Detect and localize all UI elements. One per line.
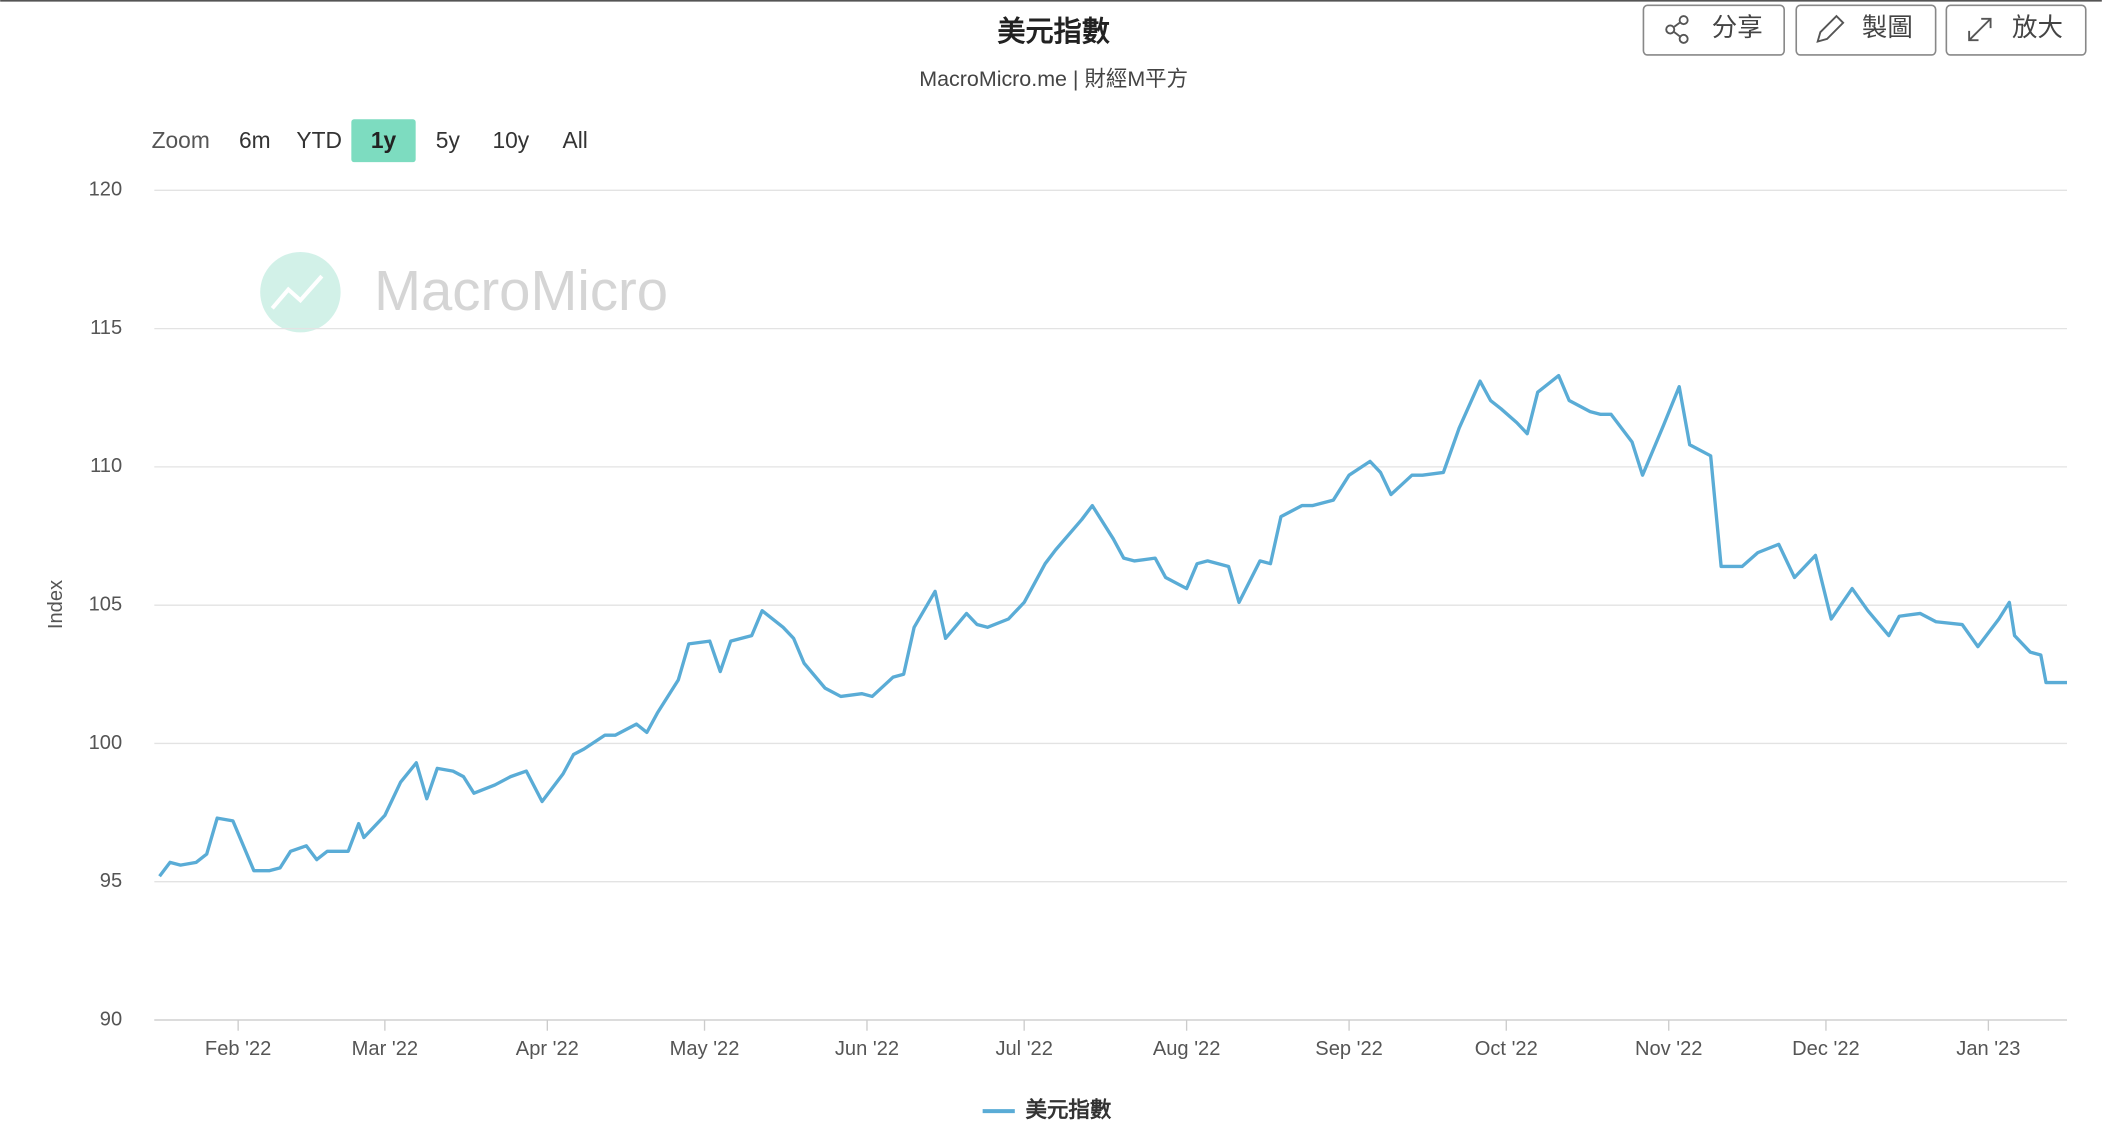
chart-subtitle: MacroMicro.me | 財經M平方 bbox=[919, 67, 1188, 91]
zoom-button[interactable]: 10y bbox=[492, 127, 529, 153]
x-tick-label: Apr '22 bbox=[516, 1038, 579, 1060]
x-tick-label: Jun '22 bbox=[835, 1038, 899, 1060]
y-tick-label: 95 bbox=[100, 870, 122, 892]
zoom-button[interactable]: 1y bbox=[351, 119, 416, 163]
zoom-option: YTD bbox=[296, 127, 342, 153]
zoom-button[interactable]: 5y bbox=[436, 127, 461, 153]
button-frame bbox=[1795, 4, 1937, 56]
x-tick-label: May '22 bbox=[670, 1038, 740, 1060]
y-tick-label: 120 bbox=[89, 179, 123, 201]
y-tick-label: 105 bbox=[89, 593, 123, 615]
y-tick-label: 110 bbox=[90, 455, 122, 477]
zoom-option: All bbox=[563, 127, 588, 153]
chart-builder-button[interactable]: 製圖 bbox=[1795, 4, 1937, 56]
expand-button[interactable]: 放大 bbox=[1945, 4, 2087, 56]
x-tick-label: Mar '22 bbox=[352, 1038, 418, 1060]
zoom-bar: Zoom 6m YTD 1y 5y 10y All bbox=[152, 119, 588, 163]
x-tick-label: Jan '23 bbox=[1956, 1038, 2020, 1060]
zoom-button[interactable]: YTD bbox=[296, 127, 342, 153]
y-tick-label: 90 bbox=[100, 1008, 122, 1030]
watermark-logo bbox=[260, 251, 341, 333]
zoom-option: 5y bbox=[436, 127, 461, 153]
x-tick-label: Jul '22 bbox=[995, 1038, 1052, 1060]
watermark: MacroMicro bbox=[260, 251, 668, 333]
button-label: 放大 bbox=[2012, 14, 2063, 42]
zoom-button[interactable]: 6m bbox=[239, 127, 271, 153]
y-axis-label: Index bbox=[45, 580, 67, 629]
button-label: 製圖 bbox=[1862, 14, 1913, 42]
x-tick-label: Sep '22 bbox=[1315, 1038, 1383, 1060]
x-tick-label: Feb '22 bbox=[205, 1038, 271, 1060]
y-tick-label: 100 bbox=[89, 732, 123, 754]
data-line bbox=[158, 373, 2067, 878]
x-tick-label: Aug '22 bbox=[1153, 1038, 1221, 1060]
legend-label: 美元指數 bbox=[1026, 1097, 1112, 1122]
chart-title: 美元指數 bbox=[997, 16, 1110, 47]
zoom-label: Zoom bbox=[152, 127, 210, 153]
share-button[interactable]: 分享 bbox=[1642, 4, 1785, 56]
zoom-option: 10y bbox=[492, 127, 529, 153]
legend-item[interactable]: 美元指數 bbox=[982, 1097, 1112, 1122]
x-tick-label: Dec '22 bbox=[1792, 1038, 1860, 1060]
y-tick-label: 115 bbox=[90, 317, 122, 339]
button-label: 分享 bbox=[1712, 14, 1763, 42]
expand-icon bbox=[1968, 17, 1992, 42]
zoom-button[interactable]: All bbox=[563, 127, 588, 153]
button-frame bbox=[1642, 4, 1785, 56]
button-frame bbox=[1945, 4, 2087, 56]
share-icon bbox=[1665, 15, 1689, 44]
x-tick-label: Nov '22 bbox=[1635, 1038, 1703, 1060]
watermark-logo-line bbox=[270, 274, 324, 310]
watermark-text: MacroMicro bbox=[374, 259, 668, 322]
toolbar: 分享 製圖 放大 bbox=[1642, 4, 2087, 56]
zoom-option: 6m bbox=[239, 127, 271, 153]
pencil-icon bbox=[1816, 14, 1845, 43]
zoom-option: 1y bbox=[371, 127, 397, 153]
zoom-button-bg bbox=[351, 119, 416, 163]
x-tick-label: Oct '22 bbox=[1475, 1038, 1538, 1060]
